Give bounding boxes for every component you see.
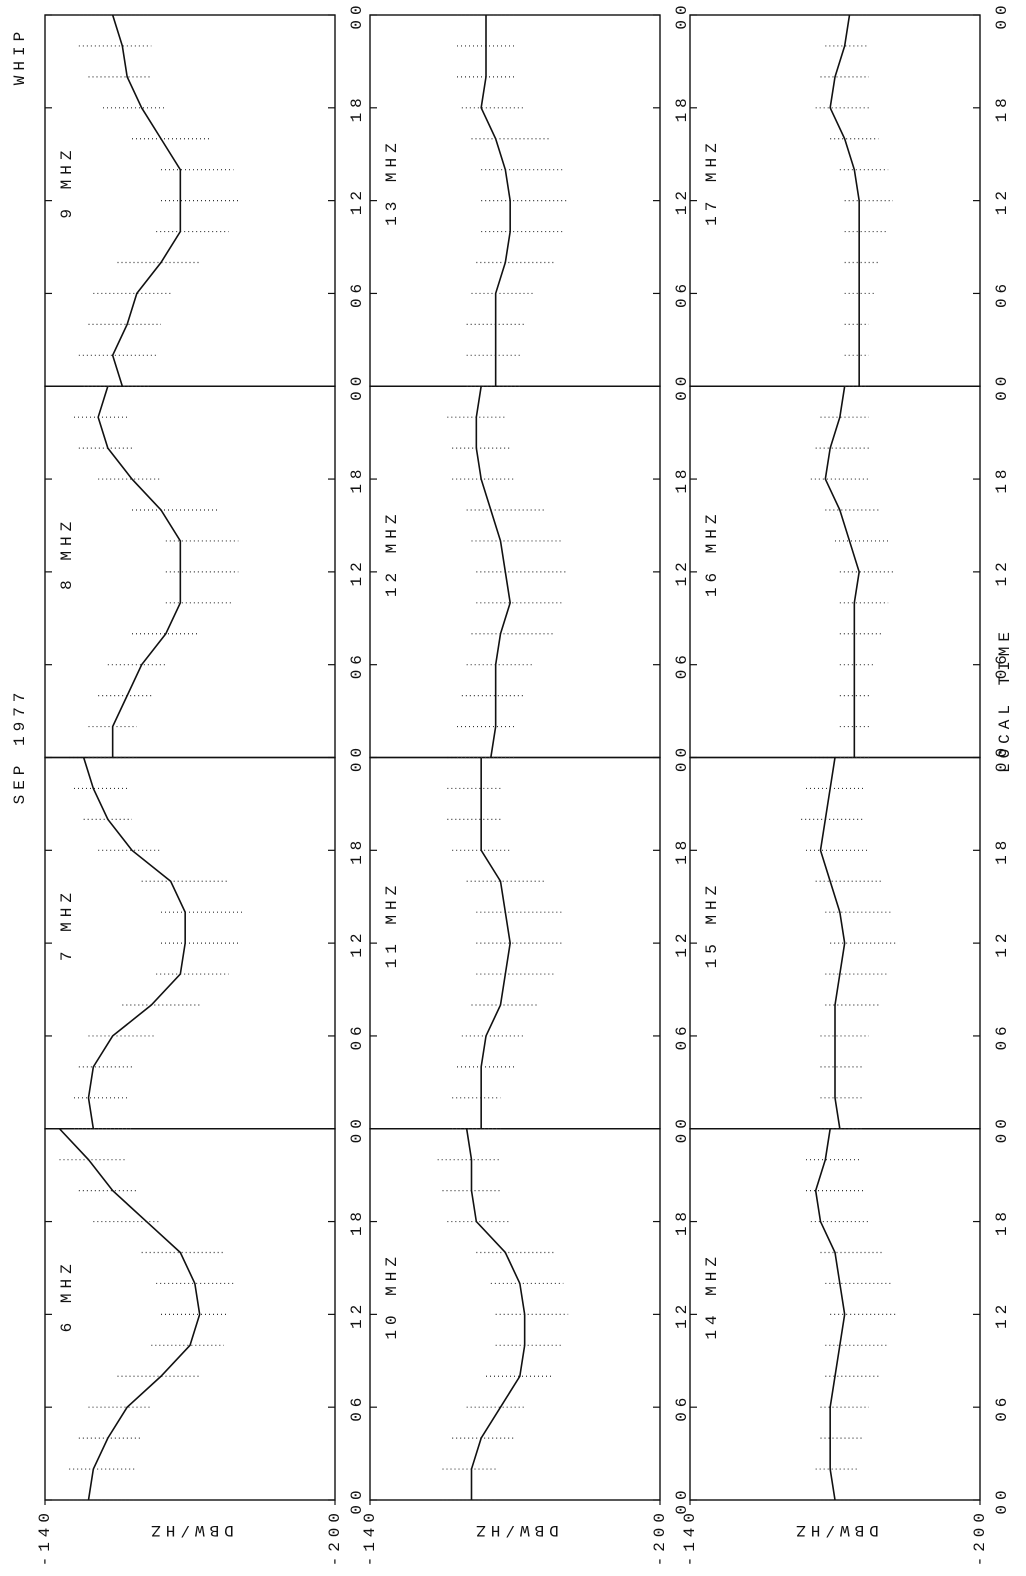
x-tick-label: 18	[673, 1207, 691, 1236]
x-tick-label: 12	[348, 1300, 366, 1329]
y-tick-label: -200	[651, 1508, 669, 1566]
x-tick-label: 00	[993, 743, 1011, 772]
median-line	[829, 14, 860, 387]
y-tick-label: -140	[36, 1508, 54, 1566]
x-tick-label: 00	[348, 1485, 366, 1514]
x-tick-label: 12	[348, 186, 366, 215]
panel-title: 7 MHZ	[58, 888, 76, 961]
x-tick-label: 06	[673, 650, 691, 679]
panel-title: 15 MHZ	[703, 881, 721, 969]
x-tick-label: 00	[993, 0, 1011, 29]
panel-title: 14 MHZ	[703, 1252, 721, 1340]
x-tick-label: 06	[993, 279, 1011, 308]
x-tick-label: 06	[348, 650, 366, 679]
x-tick-label: 06	[993, 1021, 1011, 1050]
panel-title: 10 MHZ	[383, 1252, 401, 1340]
median-line	[465, 1128, 526, 1500]
median-line	[480, 757, 511, 1129]
x-tick-label: 06	[348, 1021, 366, 1050]
x-tick-label: 00	[993, 1485, 1011, 1514]
x-tick-label: 12	[673, 186, 691, 215]
x-tick-label: 06	[348, 279, 366, 308]
y-axis-label: DBW/HZ	[791, 1521, 879, 1539]
annotation: WHIP	[11, 27, 29, 85]
x-tick-label: 00	[673, 743, 691, 772]
x-tick-label: 00	[993, 1114, 1011, 1143]
y-tick-label: -140	[681, 1508, 699, 1566]
x-tick-label: 18	[993, 836, 1011, 865]
panel-title: 12 MHZ	[383, 510, 401, 598]
x-tick-label: 06	[673, 1021, 691, 1050]
x-tick-label: 12	[348, 929, 366, 958]
x-axis-label: LOCAL TIME	[996, 627, 1014, 773]
x-tick-label: 12	[993, 1300, 1011, 1329]
median-line	[58, 1128, 201, 1501]
x-tick-label: 18	[673, 464, 691, 493]
x-tick-label: 18	[673, 836, 691, 865]
x-tick-label: 18	[673, 93, 691, 122]
panel-title: 11 MHZ	[383, 881, 401, 969]
x-tick-label: 12	[673, 557, 691, 586]
x-tick-label: 12	[348, 557, 366, 586]
x-tick-label: 06	[348, 1393, 366, 1422]
panel-title: 17 MHZ	[703, 138, 721, 226]
x-tick-label: 18	[993, 1207, 1011, 1236]
median-line	[480, 15, 511, 387]
x-tick-label: 12	[673, 1300, 691, 1329]
x-tick-label: 00	[673, 1485, 691, 1514]
median-line	[111, 14, 182, 387]
y-tick-label: -200	[326, 1508, 344, 1566]
y-axis-label: DBW/HZ	[146, 1521, 234, 1539]
panel-title: 8 MHZ	[58, 517, 76, 590]
x-tick-label: 06	[673, 1393, 691, 1422]
x-tick-label: 18	[993, 464, 1011, 493]
panel-title: 13 MHZ	[383, 138, 401, 226]
y-tick-label: -200	[971, 1508, 989, 1566]
x-tick-label: 00	[348, 372, 366, 401]
plot-area: SEP 1977 WHIP LOCAL TIME 6 MHZ 00 06 12 18 -1…	[11, 0, 1014, 1566]
median-line	[819, 757, 846, 1129]
x-tick-label: 00	[993, 372, 1011, 401]
x-tick-label: 12	[673, 929, 691, 958]
x-tick-label: 06	[673, 279, 691, 308]
panel-title: 6 MHZ	[58, 1259, 76, 1332]
x-tick-label: 12	[993, 929, 1011, 958]
x-tick-label: 00	[673, 0, 691, 29]
x-tick-label: 00	[348, 743, 366, 772]
x-tick-label: 18	[348, 464, 366, 493]
panel-title: 16 MHZ	[703, 510, 721, 598]
y-axis-label: DBW/HZ	[471, 1521, 559, 1539]
x-tick-label: 18	[993, 93, 1011, 122]
x-tick-label: 12	[993, 186, 1011, 215]
y-tick-label: -140	[361, 1508, 379, 1566]
x-tick-label: 18	[348, 93, 366, 122]
x-tick-label: 18	[348, 1207, 366, 1236]
chart-title: SEP 1977	[11, 688, 29, 805]
x-tick-label: 00	[348, 1114, 366, 1143]
median-line	[814, 1128, 846, 1501]
median-line	[475, 386, 511, 758]
x-tick-label: 00	[348, 0, 366, 29]
x-tick-label: 00	[673, 372, 691, 401]
x-tick-label: 06	[993, 1393, 1011, 1422]
median-line	[82, 757, 186, 1129]
median-line	[824, 386, 860, 758]
x-tick-label: 18	[348, 836, 366, 865]
x-tick-label: 00	[673, 1114, 691, 1143]
x-tick-label: 06	[993, 650, 1011, 679]
median-line	[97, 386, 182, 758]
x-tick-label: 12	[993, 557, 1011, 586]
panel-title: 9 MHZ	[58, 146, 76, 219]
